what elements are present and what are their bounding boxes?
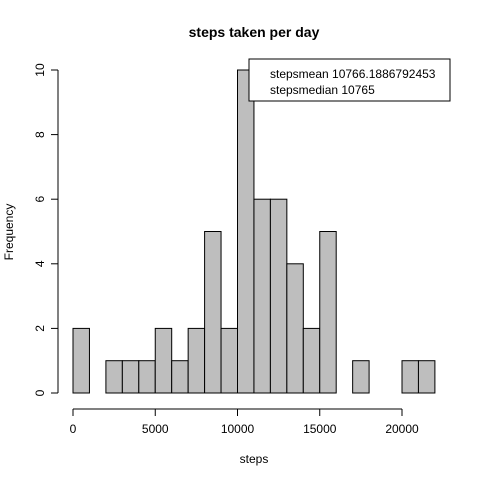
x-tick-label: 0 (70, 422, 77, 436)
y-axis: 0 2 4 6 8 10 (33, 63, 59, 396)
histogram-bar (417, 360, 436, 394)
y-axis-label: Frequency (2, 204, 16, 261)
histogram-bar (105, 360, 123, 394)
histogram-bar (220, 327, 239, 394)
legend-box (248, 58, 451, 102)
histogram-bar (286, 263, 304, 394)
legend-entry-mean: stepsmean 10766.1886792453 (270, 67, 436, 81)
histogram-bar (204, 231, 222, 394)
y-tick-label: 4 (33, 260, 47, 267)
y-tick-label: 2 (33, 325, 47, 332)
legend: stepsmean 10766.1886792453 stepsmedian 1… (248, 58, 451, 102)
histogram-bar (171, 360, 189, 394)
bars-group (72, 69, 436, 394)
y-tick-label: 0 (33, 389, 47, 396)
x-tick-label: 5000 (142, 422, 169, 436)
histogram-bar (352, 360, 370, 394)
chart-title: steps taken per day (189, 24, 320, 40)
histogram-bar (401, 360, 419, 394)
y-tick-label: 6 (33, 196, 47, 203)
x-tick-label: 10000 (221, 422, 255, 436)
legend-entry-median: stepsmedian 10765 (270, 83, 375, 97)
y-tick-label: 10 (33, 63, 47, 77)
x-tick-label: 20000 (385, 422, 419, 436)
histogram-bar (269, 198, 288, 394)
histogram-bar (187, 327, 206, 394)
histogram-bar (72, 327, 90, 394)
x-axis: 0 5000 10000 15000 20000 (70, 408, 419, 436)
histogram-bar (154, 327, 173, 394)
x-tick-label: 15000 (303, 422, 337, 436)
histogram-bar (138, 360, 156, 394)
y-tick-label: 8 (33, 131, 47, 138)
histogram-bar (319, 231, 337, 394)
histogram-bar (121, 360, 140, 394)
histogram-bar (253, 198, 271, 394)
histogram-bar (237, 69, 255, 394)
histogram-bar (302, 327, 321, 394)
x-axis-label: steps (240, 452, 269, 466)
